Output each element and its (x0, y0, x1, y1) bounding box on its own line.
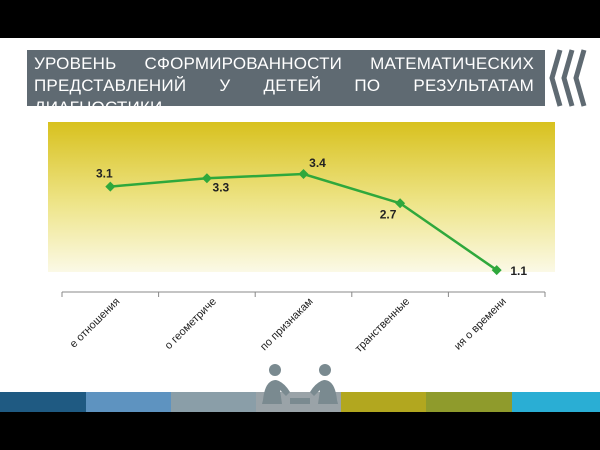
chevrons (549, 49, 587, 107)
title-bar (27, 50, 545, 106)
data-label: 1.1 (510, 264, 527, 278)
marker (491, 265, 502, 276)
data-label: 3.4 (309, 156, 326, 170)
chart-title: УРОВЕНЬ СФОРМИРОВАННОСТИ МАТЕМАТИЧЕСКИХ … (34, 54, 534, 113)
marker (298, 169, 309, 180)
children-icon (262, 364, 338, 404)
data-label: 3.3 (213, 180, 230, 194)
marker (105, 181, 116, 192)
marker (395, 198, 406, 209)
data-label: 3.1 (96, 167, 113, 181)
marker (201, 173, 212, 184)
data-label: 2.7 (380, 207, 397, 221)
plot-bg (48, 122, 555, 272)
